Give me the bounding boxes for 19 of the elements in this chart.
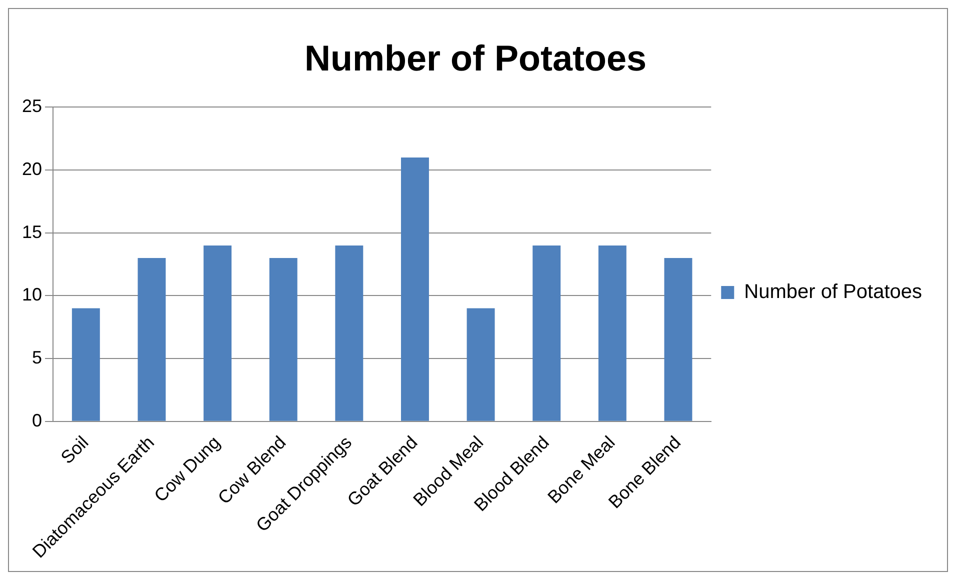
bar <box>204 245 232 421</box>
legend-label: Number of Potatoes <box>744 281 922 304</box>
bar <box>664 258 692 421</box>
y-tick-label: 10 <box>22 284 42 305</box>
bar <box>269 258 298 421</box>
chart-title: Number of Potatoes <box>304 38 647 79</box>
bar <box>598 245 626 421</box>
bar <box>72 308 100 421</box>
x-tick-label: Soil <box>56 432 92 468</box>
y-tick-label: 15 <box>22 222 42 242</box>
y-tick-label: 0 <box>32 410 42 430</box>
y-tick-label: 5 <box>32 348 42 368</box>
bar <box>138 258 166 421</box>
bar <box>400 157 429 421</box>
bar <box>466 308 495 421</box>
bar <box>532 245 561 421</box>
y-tick-label: 20 <box>22 159 42 180</box>
y-tick-label: 25 <box>22 96 42 116</box>
bar <box>335 245 364 421</box>
